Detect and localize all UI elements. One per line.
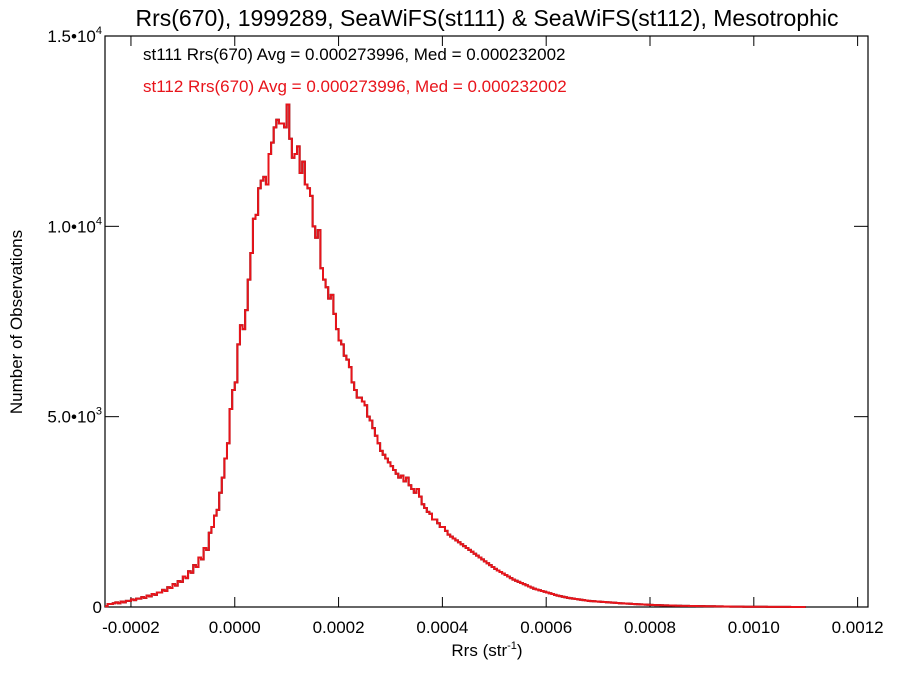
histogram-line-st112	[105, 103, 806, 608]
y-axis-label: Number of Observations	[7, 230, 26, 414]
y-tick-label: 5.0•103	[47, 406, 102, 427]
plot-frame	[104, 35, 869, 608]
x-tick-label: -0.0002	[102, 618, 160, 637]
histogram-series	[105, 103, 806, 608]
x-tick-label: 0.0006	[520, 618, 572, 637]
chart-title: Rrs(670), 1999289, SeaWiFS(st111) & SeaW…	[135, 5, 838, 31]
x-axis-label-close: )	[517, 641, 523, 660]
y-tick-label: 0	[93, 598, 102, 617]
st111-stats-annotation: st111 Rrs(670) Avg = 0.000273996, Med = …	[143, 45, 566, 64]
x-tick-label: 0.0000	[209, 618, 261, 637]
x-tick-label: 0.0012	[832, 618, 884, 637]
y-tick-label-base: 1.5•10	[47, 27, 96, 46]
y-tick-label-exponent: 4	[96, 25, 102, 37]
y-tick-label-exponent: 4	[96, 215, 102, 227]
x-tick-label: 0.0010	[728, 618, 780, 637]
y-tick-label-base: 5.0•10	[47, 408, 96, 427]
y-tick-label-base: 1.0•10	[47, 217, 96, 236]
y-tick-label: 1.5•104	[47, 25, 102, 46]
x-axis-label-text: Rrs (str	[451, 641, 507, 660]
x-tick-label: 0.0004	[416, 618, 468, 637]
x-tick-label: 0.0008	[624, 618, 676, 637]
y-tick-label-base: 0	[93, 598, 102, 617]
y-tick-label-exponent: 3	[96, 406, 102, 418]
x-axis-label-superscript: -1	[507, 640, 517, 652]
x-axis-label: Rrs (str-1)	[451, 640, 522, 660]
histogram-line-st111	[105, 103, 806, 608]
y-tick-label: 1.0•104	[47, 215, 102, 236]
st112-stats-annotation: st112 Rrs(670) Avg = 0.000273996, Med = …	[143, 77, 567, 96]
x-tick-label: 0.0002	[313, 618, 365, 637]
x-axis-ticks: -0.0002 0.0000 0.0002 0.0004 0.0006 0.0008 0.0…	[102, 36, 884, 637]
